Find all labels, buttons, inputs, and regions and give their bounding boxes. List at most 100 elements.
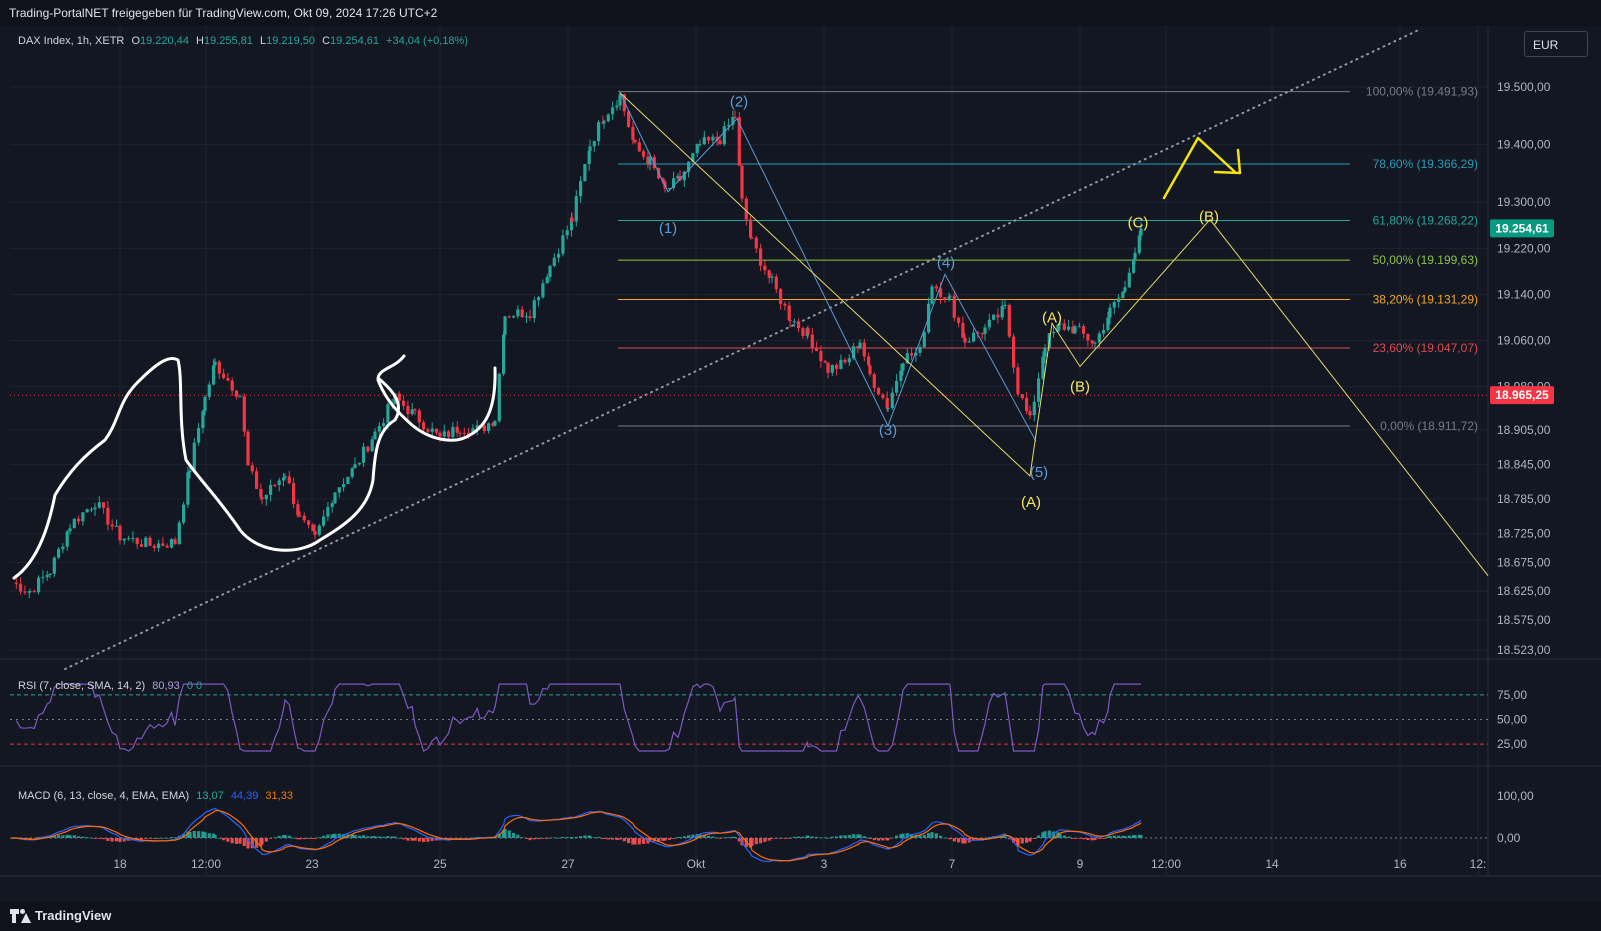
macd-signal-line	[12, 810, 1142, 862]
candle-body	[561, 235, 565, 254]
macd-histogram-bar	[627, 838, 631, 844]
macd-histogram-bar	[858, 834, 862, 838]
macd-histogram-bar	[532, 838, 536, 840]
macd-histogram-bar	[922, 834, 926, 838]
macd-histogram-bar	[114, 838, 119, 842]
macd-histogram-bar	[815, 836, 819, 838]
ref-price-badge	[1490, 386, 1554, 405]
candle-body	[548, 265, 552, 278]
macd-histogram-bar	[642, 838, 646, 844]
candle-body	[901, 363, 905, 371]
macd-histogram-bar	[788, 837, 792, 839]
macd-label[interactable]: MACD (6, 13, close, 4, EMA, EMA)	[18, 790, 190, 802]
candle-body	[19, 583, 23, 592]
macd-histogram-bar	[296, 838, 300, 840]
symbol-label[interactable]: DAX Index, 1h, XETR	[18, 35, 125, 47]
candle-body	[1102, 330, 1106, 334]
candle-body	[862, 342, 866, 357]
candle-body	[615, 105, 619, 108]
tradingview-logo[interactable]: TradingView	[10, 908, 111, 923]
macd-histogram-bar	[672, 838, 676, 839]
macd-histogram-bar	[1025, 838, 1029, 843]
macd-histogram-bar	[28, 838, 32, 839]
candle-body	[165, 545, 169, 548]
macd-histogram-bar	[579, 836, 583, 838]
rsi-legend: RSI (7, close, SMA, 14, 2) 80,93 0 0	[18, 680, 202, 692]
macd-histogram-bar	[322, 835, 326, 838]
last-price-badge	[1490, 219, 1554, 238]
macd-histogram-bar	[37, 836, 41, 838]
macd-histogram-bar	[373, 836, 377, 838]
candle-body	[770, 276, 774, 278]
candle-body	[475, 425, 479, 429]
wave-label: (B)	[1199, 209, 1219, 226]
candle-body	[532, 300, 536, 319]
candles	[14, 90, 1143, 599]
candle-body	[277, 480, 281, 486]
candle-body	[1007, 305, 1011, 337]
fib-level-label: 100,00% (19.491,93)	[1366, 85, 1478, 99]
y-tick-label: 19.500,00	[1497, 80, 1551, 94]
currency-button[interactable]: EUR	[1524, 31, 1588, 57]
macd-histogram-bar	[759, 838, 763, 844]
candle-body	[1052, 331, 1056, 334]
candle-body	[317, 525, 321, 535]
macd-histogram-bar	[148, 838, 152, 839]
open-label: O	[131, 35, 141, 47]
macd-histogram-bar	[528, 838, 532, 841]
macd-histogram-bar	[1117, 835, 1121, 838]
candle-body	[192, 442, 196, 471]
candle-body	[565, 230, 569, 236]
candle-body	[587, 150, 591, 165]
macd-histogram-bar	[1007, 838, 1011, 840]
macd-histogram-bar	[144, 838, 148, 839]
candle-body	[144, 537, 148, 547]
candle-body	[458, 432, 462, 434]
macd-histogram-bar	[1032, 838, 1036, 839]
macd-histogram-bar	[52, 835, 56, 838]
macd-histogram-bar	[386, 836, 390, 838]
macd-histogram-bar	[622, 838, 626, 842]
candle-body	[737, 117, 741, 166]
candle-body	[1025, 398, 1029, 412]
candle-body	[238, 396, 242, 398]
macd-histogram-bar	[910, 834, 914, 838]
macd-histogram-bar	[311, 838, 315, 839]
candle-body	[819, 351, 823, 362]
macd-histogram-bar	[597, 836, 601, 838]
candle-body	[491, 423, 495, 426]
macd-histogram-bar	[417, 838, 421, 842]
candle-body	[377, 426, 381, 432]
x-tick-label: 12:00	[1151, 857, 1181, 871]
macd-histogram-bar	[1003, 836, 1007, 838]
candle-body	[627, 111, 631, 127]
candle-body	[648, 156, 652, 165]
macd-histogram-bar	[901, 833, 905, 838]
candle-body	[678, 175, 682, 181]
candle-body	[402, 400, 406, 406]
candle-body	[579, 180, 583, 197]
wave-label: (C)	[1128, 214, 1149, 231]
candle-body	[642, 151, 646, 157]
candle-body	[618, 94, 622, 106]
candle-body	[201, 411, 205, 429]
candle-body	[1093, 342, 1097, 344]
macd-histogram-bar	[260, 838, 264, 845]
macd-histogram-bar	[661, 838, 665, 841]
price-chart[interactable]: 19.500,00 19.400,00 19.300,00 19.220,00 19.1…	[0, 26, 1601, 901]
rsi-label[interactable]: RSI (7, close, SMA, 14, 2)	[18, 680, 146, 692]
candle-body	[810, 334, 814, 349]
y-tick-label: 18.785,00	[1497, 492, 1551, 506]
candle-body	[792, 321, 796, 323]
candle-body	[131, 537, 135, 539]
macd-histogram-bar	[397, 837, 401, 839]
candle-body	[346, 476, 350, 485]
macd-histogram-bar	[242, 838, 246, 847]
candle-body	[173, 539, 177, 545]
candle-body	[207, 384, 211, 397]
candle-body	[744, 198, 748, 220]
macd-histogram-bar	[213, 835, 217, 838]
candle-body	[438, 432, 442, 437]
candle-body	[260, 497, 264, 500]
candle-body	[545, 277, 549, 284]
